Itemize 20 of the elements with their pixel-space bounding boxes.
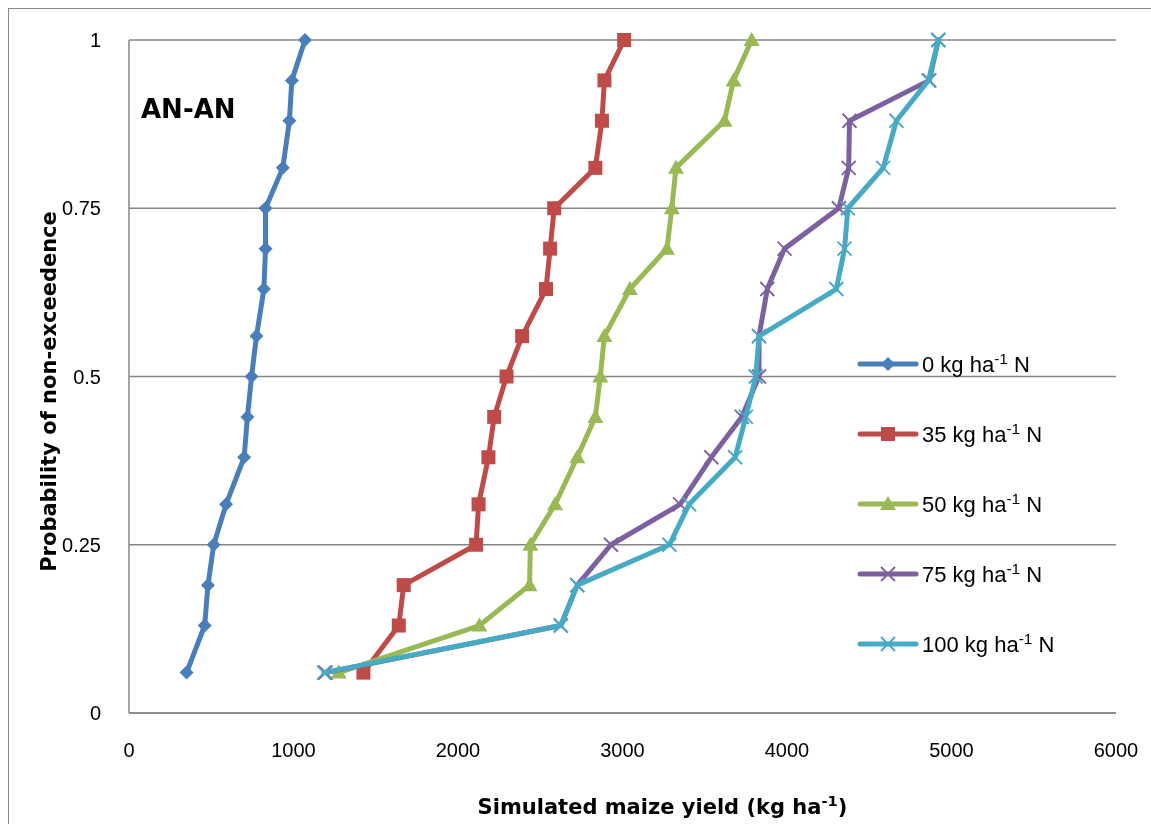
x-tick-label: 4000 [764, 739, 810, 761]
x-tick-label: 5000 [929, 739, 974, 761]
legend-label: 100 kg ha$^{-1}$ N [922, 629, 1055, 657]
x-tick-label: 3000 [600, 739, 645, 761]
y-tick-label: 0.75 [62, 197, 101, 220]
x-tick-label: 6000 [1093, 739, 1139, 761]
y-tick-label: 0.5 [73, 365, 101, 388]
x-tick-label: 2000 [435, 739, 481, 761]
legend-label: 35 kg ha$^{-1}$ N [922, 419, 1043, 447]
y-axis-title: Probability of non-exceedence [37, 211, 61, 572]
legend-label: 50 kg ha$^{-1}$ N [922, 489, 1043, 517]
x-axis-title: Simulated maize yield (kg ha$^{-1}$) [477, 791, 848, 819]
y-tick-label: 0 [89, 702, 101, 724]
y-tick-label: 0.25 [62, 533, 101, 556]
legend-label: 0 kg ha$^{-1}$ N [922, 349, 1030, 377]
legend-label: 75 kg ha$^{-1}$ N [922, 559, 1043, 587]
x-tick-label: 0 [123, 739, 135, 761]
x-tick-label: 1000 [271, 739, 316, 761]
text: AN-AN [141, 94, 236, 124]
y-tick-label: 1 [89, 29, 101, 51]
